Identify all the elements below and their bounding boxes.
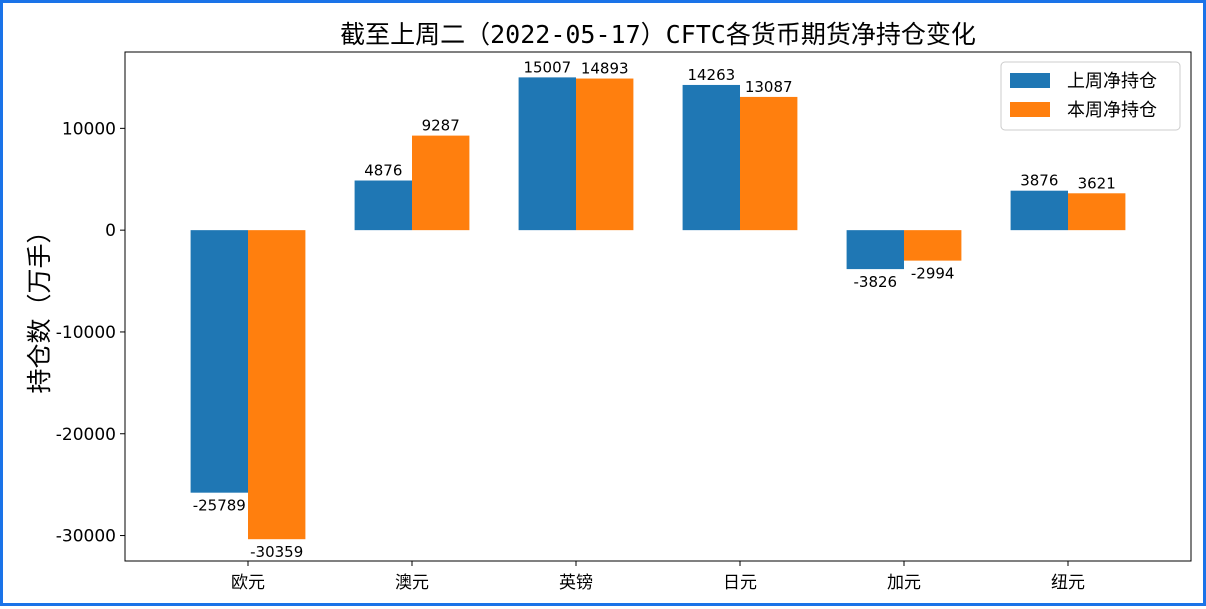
bar-欧元-本周净持仓: [248, 230, 306, 540]
x-tick-label: 加元: [887, 573, 921, 593]
chart-svg: 截至上周二（2022-05-17）CFTC各货币期货净持仓变化 持仓数（万手） …: [25, 20, 1192, 593]
data-label: 9287: [422, 117, 460, 135]
bar-纽元-本周净持仓: [1068, 193, 1126, 231]
data-label: 3621: [1078, 174, 1116, 192]
data-label: 14893: [581, 60, 629, 78]
bar-英镑-上周净持仓: [518, 77, 576, 231]
data-label: -3826: [854, 273, 898, 291]
x-tick-label: 欧元: [231, 573, 265, 593]
y-axis-label: 持仓数（万手）: [25, 218, 54, 393]
y-tick-label: -10000: [56, 323, 116, 343]
plot-area: -25789 -30359 欧元 4876 9287 澳元 15007 14893 英镑 1426…: [56, 51, 1192, 593]
bar-欧元-上周净持仓: [190, 230, 248, 493]
y-tick-label: 10000: [62, 119, 116, 139]
plot-frame: [124, 51, 1192, 562]
bar-日元-本周净持仓: [740, 96, 798, 231]
data-label: 15007: [523, 58, 571, 76]
bar-澳元-上周净持仓: [354, 180, 412, 231]
bar-加元-上周净持仓: [846, 230, 904, 270]
bar-纽元-上周净持仓: [1010, 190, 1068, 231]
legend-swatch: [1010, 73, 1050, 88]
legend-swatch: [1010, 102, 1050, 117]
data-label: 14263: [687, 66, 735, 84]
x-tick-label: 澳元: [395, 573, 429, 593]
x-tick-label: 英镑: [559, 573, 593, 593]
y-tick-label: 0: [105, 221, 116, 241]
data-label: 3876: [1020, 172, 1058, 190]
y-tick-label: -20000: [56, 425, 116, 445]
y-tick-label: -30000: [56, 527, 116, 547]
chart-title: 截至上周二（2022-05-17）CFTC各货币期货净持仓变化: [340, 20, 976, 49]
legend-label: 上周净持仓: [1067, 71, 1157, 92]
bar-澳元-本周净持仓: [412, 135, 470, 231]
data-label: 13087: [745, 78, 793, 96]
data-label: -30359: [250, 543, 303, 561]
bar-英镑-本周净持仓: [576, 78, 634, 231]
legend-label: 本周净持仓: [1067, 100, 1157, 121]
data-label: -2994: [911, 265, 955, 283]
data-label: -25789: [193, 497, 246, 515]
bar-加元-本周净持仓: [904, 230, 962, 261]
x-tick-label: 纽元: [1051, 573, 1085, 593]
x-tick-label: 日元: [723, 573, 757, 593]
data-label: 4876: [364, 162, 402, 180]
bar-日元-上周净持仓: [682, 84, 740, 231]
